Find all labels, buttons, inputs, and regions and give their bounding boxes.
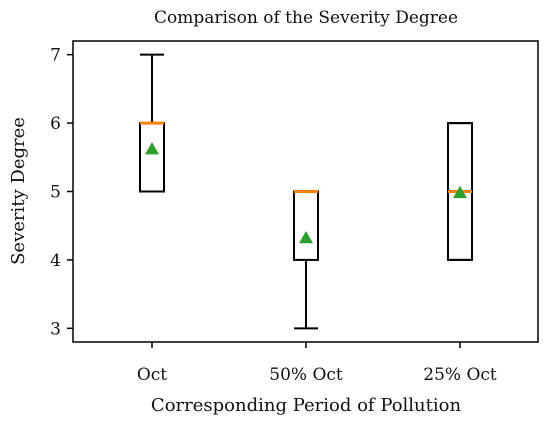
chart-title: Comparison of the Severity Degree — [154, 8, 458, 28]
x-axis-ticks: Oct 50% Oct 25% Oct — [137, 342, 497, 385]
box-2 — [293, 190, 319, 330]
y-axis-ticks: 3 4 5 6 7 — [50, 46, 73, 339]
y-tick-label: 6 — [50, 114, 61, 134]
mean-marker — [145, 142, 159, 155]
y-tick-label: 5 — [50, 183, 61, 203]
mean-marker — [299, 231, 313, 244]
x-tick-label: 25% Oct — [423, 365, 497, 385]
y-tick-label: 7 — [50, 46, 61, 66]
x-axis-label: Corresponding Period of Pollution — [151, 395, 462, 416]
y-tick-label: 4 — [50, 251, 61, 271]
box-3 — [447, 122, 473, 261]
box-body — [293, 190, 319, 261]
box-series — [139, 53, 473, 330]
mean-marker — [453, 185, 467, 199]
y-tick-label: 3 — [50, 319, 61, 339]
box-1 — [139, 53, 165, 193]
box-body — [139, 122, 165, 193]
x-tick-label: 50% Oct — [269, 365, 343, 385]
x-tick-label: Oct — [137, 365, 167, 385]
y-axis-label: Severity Degree — [8, 117, 29, 265]
